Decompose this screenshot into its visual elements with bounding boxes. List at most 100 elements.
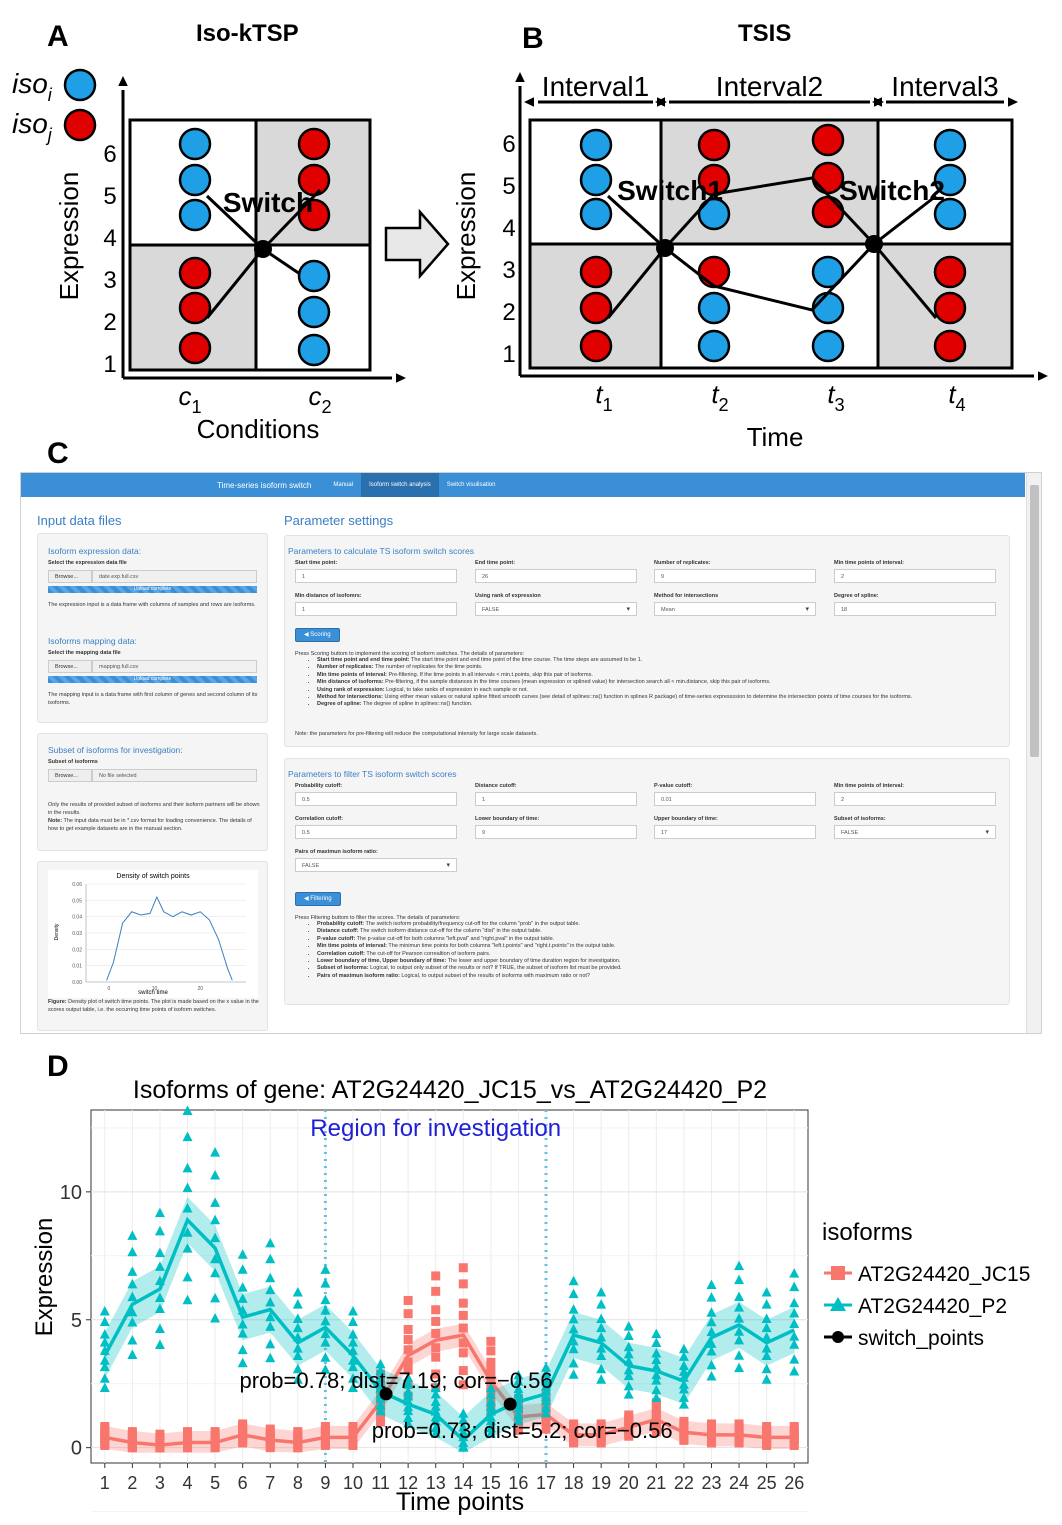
data-point: [431, 1343, 441, 1353]
filtering-button[interactable]: ◀ Filtering: [295, 892, 341, 906]
iso-j-marker: [933, 255, 967, 289]
filter-param-input[interactable]: 0.5: [295, 825, 457, 839]
data-point: [485, 1428, 496, 1438]
app-screenshot: Time-series isoform switch Manual Isofor…: [20, 472, 1042, 1034]
scoring-button[interactable]: ◀ Scoring: [295, 628, 340, 642]
x-tick-label: 17: [536, 1473, 556, 1493]
switch-point: [656, 239, 674, 257]
density-y-tick: 0.00: [72, 980, 82, 986]
data-point: [706, 1346, 717, 1356]
filter-param-input[interactable]: 0.01: [654, 792, 816, 806]
filter-param-input[interactable]: 17: [654, 825, 816, 839]
x-tick-label: 22: [674, 1473, 694, 1493]
y-axis-label: Expression: [451, 172, 481, 301]
help-item-term: Probability cutoff:: [317, 921, 365, 927]
subset-file-field[interactable]: No file selected: [92, 769, 257, 782]
data-point: [210, 1267, 221, 1278]
data-point: [375, 1400, 386, 1410]
data-point: [237, 1293, 248, 1303]
data-point: [182, 1227, 193, 1237]
filter-title: Parameters to filter TS isoform switch s…: [288, 769, 457, 779]
data-point: [430, 1401, 441, 1411]
data-point: [458, 1408, 469, 1418]
data-point: [706, 1370, 717, 1381]
navbar: Time-series isoform switch Manual Isofor…: [21, 473, 1025, 497]
switch-point: [379, 1387, 393, 1401]
score-param-input[interactable]: 26: [475, 569, 637, 583]
data-point: [761, 1313, 772, 1323]
data-point: [100, 1421, 110, 1431]
iso-j-marker: [697, 128, 731, 162]
mapping-browse-button[interactable]: Browse...: [48, 660, 92, 673]
data-point: [789, 1339, 800, 1349]
score-param-select[interactable]: Mean: [654, 602, 816, 617]
scrollbar-thumb[interactable]: [1030, 485, 1039, 757]
data-point: [320, 1352, 331, 1362]
data-point: [127, 1335, 138, 1345]
x-tick-label: 7: [265, 1473, 275, 1493]
data-point: [99, 1337, 110, 1347]
score-param-input[interactable]: 1: [295, 602, 457, 616]
data-point: [568, 1275, 579, 1286]
score-param-select[interactable]: FALSE: [475, 602, 637, 617]
switch-line: [872, 243, 938, 319]
app-brand[interactable]: Time-series isoform switch: [217, 480, 312, 490]
data-point: [265, 1253, 276, 1264]
data-point: [761, 1374, 772, 1384]
density-y-tick: 0.04: [72, 915, 82, 921]
y-tick-label: 1: [103, 351, 116, 378]
help-item: Using rank of expression: Logical, to ta…: [317, 687, 997, 694]
data-point: [596, 1363, 607, 1374]
density-x-tick: 20: [198, 986, 204, 992]
score-param-input[interactable]: 9: [654, 569, 816, 583]
data-point: [761, 1350, 772, 1360]
data-point: [210, 1147, 221, 1157]
score-param-input[interactable]: 18: [834, 602, 996, 616]
subset-browse-button[interactable]: Browse...: [48, 769, 92, 782]
x-tick-label: 2: [127, 1473, 137, 1493]
iso-i-marker: [933, 197, 967, 231]
filter-param-select[interactable]: FALSE: [295, 858, 457, 873]
data-point: [210, 1427, 220, 1437]
data-point: [485, 1396, 496, 1406]
tab-isoform-switch-analysis[interactable]: Isoform switch analysis: [361, 473, 439, 497]
data-point: [734, 1419, 744, 1429]
filter-param-input[interactable]: 1: [475, 792, 637, 806]
data-point: [596, 1419, 606, 1429]
transition-arrow: [384, 208, 450, 280]
y-tick-label: 4: [103, 225, 116, 252]
switch-line: [205, 194, 265, 251]
data-point: [678, 1360, 689, 1371]
filter-param-select[interactable]: FALSE: [834, 825, 996, 840]
data-point: [403, 1357, 413, 1367]
switch-label: Switch: [223, 187, 313, 218]
help-item-term: Correlation cutoff:: [317, 950, 365, 957]
switch-line: [873, 194, 937, 246]
tab-switch-visualisation[interactable]: Switch visulisation: [446, 482, 496, 488]
score-param-input[interactable]: 2: [834, 569, 996, 583]
filter-param-input[interactable]: 2: [834, 792, 996, 806]
x-tick-label: 15: [481, 1473, 501, 1493]
filter-param-input[interactable]: 9: [475, 825, 637, 839]
data-point: [568, 1304, 579, 1314]
data-point: [651, 1348, 662, 1358]
filter-param-input[interactable]: 0.5: [295, 792, 457, 806]
expr-browse-button[interactable]: Browse...: [48, 570, 92, 583]
data-point: [623, 1348, 634, 1359]
iso-i-marker: [811, 255, 845, 289]
x-tick-label: 21: [646, 1473, 666, 1493]
interval-label: Interval2: [716, 71, 823, 102]
data-point: [403, 1412, 414, 1422]
scrollbar[interactable]: [1026, 473, 1041, 1033]
data-point: [127, 1427, 137, 1437]
expr-file-field[interactable]: date.exp.full.csv: [92, 570, 257, 583]
data-point: [403, 1334, 413, 1344]
help-item: Number of replicates: The number of repl…: [317, 664, 997, 671]
mean-line: [103, 1216, 795, 1443]
score-param-input[interactable]: 1: [295, 569, 457, 583]
mapping-file-field[interactable]: mapping.full.csv: [92, 660, 257, 673]
data-point: [154, 1207, 165, 1218]
tab-manual[interactable]: Manual: [333, 482, 354, 488]
help-item: P-value cutoff: The p-value cut-off for …: [317, 936, 997, 943]
